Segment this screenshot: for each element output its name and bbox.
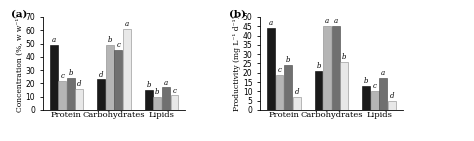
Text: a: a: [381, 69, 385, 77]
Bar: [50, 45, 57, 110]
Text: d: d: [390, 92, 394, 100]
Text: (a): (a): [11, 9, 27, 18]
Text: (b): (b): [228, 9, 246, 18]
Bar: [123, 29, 131, 110]
Text: a: a: [125, 20, 129, 28]
Text: c: c: [60, 72, 64, 80]
Bar: [340, 62, 348, 110]
Text: d: d: [294, 88, 299, 96]
Bar: [267, 28, 275, 110]
Bar: [75, 89, 83, 110]
Bar: [388, 101, 396, 110]
Text: c: c: [278, 66, 282, 74]
Bar: [162, 87, 170, 110]
Text: b: b: [342, 53, 346, 61]
Legend: Control, 100, 50, SW100: Control, 100, 50, SW100: [409, 39, 447, 79]
Bar: [293, 97, 301, 110]
Bar: [315, 71, 322, 110]
Text: b: b: [108, 36, 112, 44]
Text: d: d: [77, 80, 82, 88]
Bar: [114, 50, 122, 110]
Text: a: a: [269, 19, 273, 27]
Bar: [145, 90, 153, 110]
Bar: [58, 81, 66, 110]
Bar: [171, 95, 178, 110]
Text: a: a: [52, 36, 55, 44]
Text: c: c: [373, 82, 377, 90]
Text: b: b: [286, 56, 290, 64]
Bar: [284, 65, 292, 110]
Text: c: c: [173, 87, 176, 95]
Bar: [362, 86, 370, 110]
Bar: [371, 91, 379, 110]
Text: a: a: [325, 17, 329, 25]
Bar: [323, 26, 331, 110]
Bar: [332, 26, 339, 110]
Y-axis label: Productivity (mg L⁻¹ d⁻¹): Productivity (mg L⁻¹ d⁻¹): [233, 16, 241, 111]
Text: a: a: [164, 79, 168, 87]
Bar: [67, 78, 75, 110]
Y-axis label: Concentration (%, w w⁻¹): Concentration (%, w w⁻¹): [16, 15, 24, 112]
Bar: [275, 75, 283, 110]
Legend: Control, 100, 50, SW100: Control, 100, 50, SW100: [191, 39, 230, 79]
Bar: [379, 78, 387, 110]
Bar: [97, 79, 105, 110]
Bar: [106, 45, 114, 110]
Text: c: c: [117, 41, 120, 49]
Text: b: b: [146, 81, 151, 89]
Text: b: b: [364, 77, 368, 85]
Text: a: a: [334, 17, 338, 25]
Text: b: b: [69, 69, 73, 77]
Text: d: d: [99, 71, 103, 79]
Bar: [154, 97, 161, 110]
Text: b: b: [316, 62, 321, 70]
Text: b: b: [155, 88, 160, 96]
